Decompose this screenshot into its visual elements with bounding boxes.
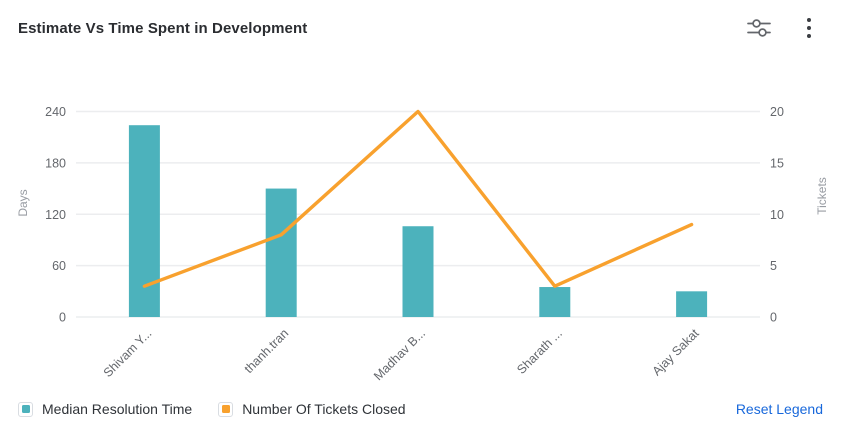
right-axis-title: Tickets [815,177,829,215]
widget-title: Estimate Vs Time Spent in Development [18,19,308,37]
legend-item-median-resolution-time[interactable]: Median Resolution Time [18,401,192,417]
line-series[interactable] [142,109,694,288]
bar-series[interactable] [128,125,708,317]
bar[interactable] [539,287,571,317]
right-axis-tick-label: 10 [770,208,784,222]
reset-legend-link[interactable]: Reset Legend [735,401,823,417]
x-axis-category-label: Madhav B... [371,326,428,383]
bar[interactable] [265,188,297,317]
x-axis-category-label: thanh.tran [242,326,292,376]
more-menu-icon[interactable] [793,12,825,44]
legend-item-number-of-tickets-closed[interactable]: Number Of Tickets Closed [218,401,406,417]
right-axis-tick-label: 20 [770,105,784,119]
header-actions [743,12,825,44]
bar[interactable] [402,226,434,317]
left-axis-tick-label: 180 [45,156,66,170]
left-axis-tick-label: 0 [59,311,66,325]
bar[interactable] [128,125,160,317]
left-axis-tick-label: 60 [52,259,66,273]
widget-header: Estimate Vs Time Spent in Development [0,0,841,56]
left-axis-tick-label: 240 [45,105,66,119]
legend-swatch-orange-icon [218,401,234,417]
legend-label: Number Of Tickets Closed [242,401,406,417]
left-axis-tick-label: 120 [45,208,66,222]
legend-swatch-teal-icon [18,401,33,417]
x-axis-category-label: Ajay Sakat [650,326,703,379]
left-axis-title: Days [16,189,30,216]
right-axis-tick-label: 15 [770,156,784,170]
bar[interactable] [676,291,708,317]
right-axis-tick-label: 0 [770,311,777,325]
x-axis-category-label: Shivam Y... [101,326,155,380]
right-axis-tick-label: 5 [770,259,777,273]
chart-legend: Median Resolution Time Number Of Tickets… [18,396,823,422]
legend-label: Median Resolution Time [42,401,193,417]
x-axis-category-label: Sharath ... [514,326,565,377]
filter-sliders-icon[interactable] [743,12,775,44]
